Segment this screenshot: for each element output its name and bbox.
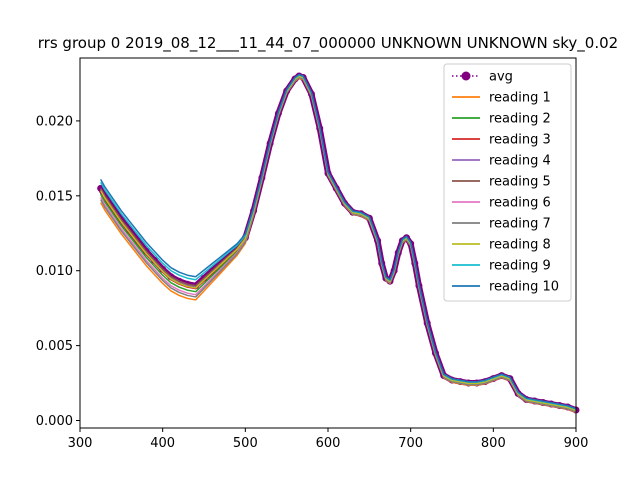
series-line-reading-8 [100, 75, 577, 412]
legend-label: reading 7 [489, 217, 551, 232]
legend-entry: reading 3 [452, 133, 551, 148]
legend-entry: reading 10 [452, 280, 559, 295]
legend-entry: reading 7 [452, 217, 551, 232]
y-tick-label: 0.005 [36, 339, 73, 354]
x-tick-label: 600 [316, 436, 341, 451]
legend: avg reading 1 reading 2 reading 3 reading 4 r… [443, 63, 572, 302]
legend-marker [461, 71, 471, 81]
legend-label: reading 5 [489, 175, 551, 190]
legend-label: avg [489, 70, 513, 85]
y-tick-label: 0.020 [36, 114, 73, 129]
legend-label: reading 3 [489, 133, 551, 148]
y-tick-label: 0.015 [36, 189, 73, 204]
series-layer [97, 72, 580, 414]
legend-label: reading 2 [489, 112, 551, 127]
series-line-reading-7 [100, 76, 577, 413]
legend-label: reading 9 [489, 259, 551, 274]
legend-entry: reading 4 [452, 154, 551, 169]
chart-title: rrs group 0 2019_08_12___11_44_07_000000… [38, 34, 618, 53]
x-tick-label: 400 [150, 436, 175, 451]
legend-label: reading 6 [489, 196, 551, 211]
legend-entry: avg [452, 70, 513, 85]
y-tick-label: 0.000 [36, 414, 73, 429]
legend-entry: reading 5 [452, 175, 551, 190]
legend-entry: reading 1 [452, 91, 551, 106]
x-tick-label: 700 [398, 436, 423, 451]
legend-box [443, 63, 572, 302]
legend-entry: reading 9 [452, 259, 551, 274]
legend-label: reading 8 [489, 238, 551, 253]
x-tick-label: 900 [564, 436, 589, 451]
x-tick-label: 500 [233, 436, 258, 451]
x-tick-label: 800 [481, 436, 506, 451]
x-axis: 300 400 500 600 700 800 900 [68, 428, 589, 451]
legend-label: reading 10 [489, 280, 559, 295]
legend-label: reading 4 [489, 154, 551, 169]
y-tick-label: 0.010 [36, 264, 73, 279]
legend-label: reading 1 [489, 91, 551, 106]
legend-entry: reading 2 [452, 112, 551, 127]
legend-entry: reading 8 [452, 238, 551, 253]
series-line-reading-10 [100, 73, 577, 410]
legend-entry: reading 6 [452, 196, 551, 211]
y-axis: 0.000 0.005 0.010 0.015 0.020 [36, 114, 80, 429]
x-tick-label: 300 [68, 436, 93, 451]
